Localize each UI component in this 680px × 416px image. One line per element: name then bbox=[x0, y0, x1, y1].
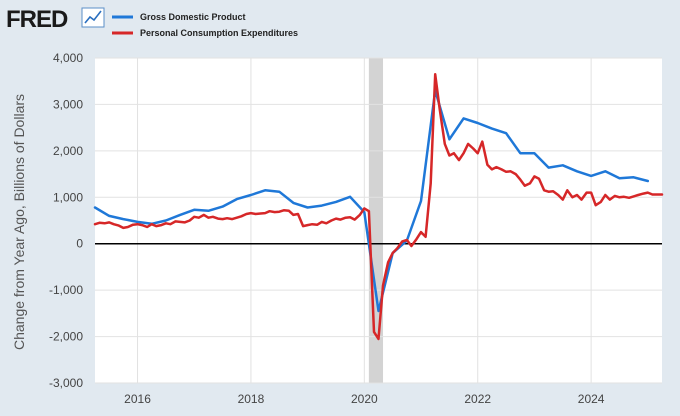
y-tick-label: 2,000 bbox=[53, 144, 83, 158]
x-tick-label: 2016 bbox=[124, 392, 151, 406]
legend-label-pce: Personal Consumption Expenditures bbox=[140, 28, 298, 38]
x-tick-label: 2020 bbox=[351, 392, 378, 406]
y-tick-label: 0 bbox=[76, 237, 83, 251]
series-line-pce[interactable] bbox=[93, 73, 664, 341]
y-tick-label: 4,000 bbox=[53, 51, 83, 65]
y-tick-label: -3,000 bbox=[49, 376, 83, 390]
x-axis-ticks: 2016 2018 2020 2022 2024 bbox=[124, 392, 605, 406]
y-tick-label: -2,000 bbox=[49, 330, 83, 344]
y-tick-label: 1,000 bbox=[53, 190, 83, 204]
grid-layer bbox=[95, 57, 662, 384]
legend-item-pce[interactable]: Personal Consumption Expenditures bbox=[112, 28, 298, 38]
line-chart-icon bbox=[81, 7, 105, 28]
y-tick-label: -1,000 bbox=[49, 283, 83, 297]
legend-label-gdp: Gross Domestic Product bbox=[140, 12, 246, 22]
y-tick-label: 3,000 bbox=[53, 97, 83, 111]
legend: Gross Domestic Product Personal Consumpt… bbox=[112, 12, 298, 38]
fred-logo[interactable]: FRED bbox=[6, 6, 69, 33]
fred-logo-text: FRED bbox=[6, 6, 68, 33]
x-tick-label: 2018 bbox=[238, 392, 265, 406]
legend-item-gdp[interactable]: Gross Domestic Product bbox=[112, 12, 246, 22]
series-layer bbox=[93, 73, 664, 341]
x-tick-label: 2024 bbox=[578, 392, 605, 406]
y-axis-ticks: 4,000 3,000 2,000 1,000 0 -1,000 -2,000 -3,000 bbox=[49, 51, 83, 390]
x-tick-label: 2022 bbox=[464, 392, 491, 406]
y-axis-title: Change from Year Ago, Billions of Dollar… bbox=[11, 94, 27, 350]
